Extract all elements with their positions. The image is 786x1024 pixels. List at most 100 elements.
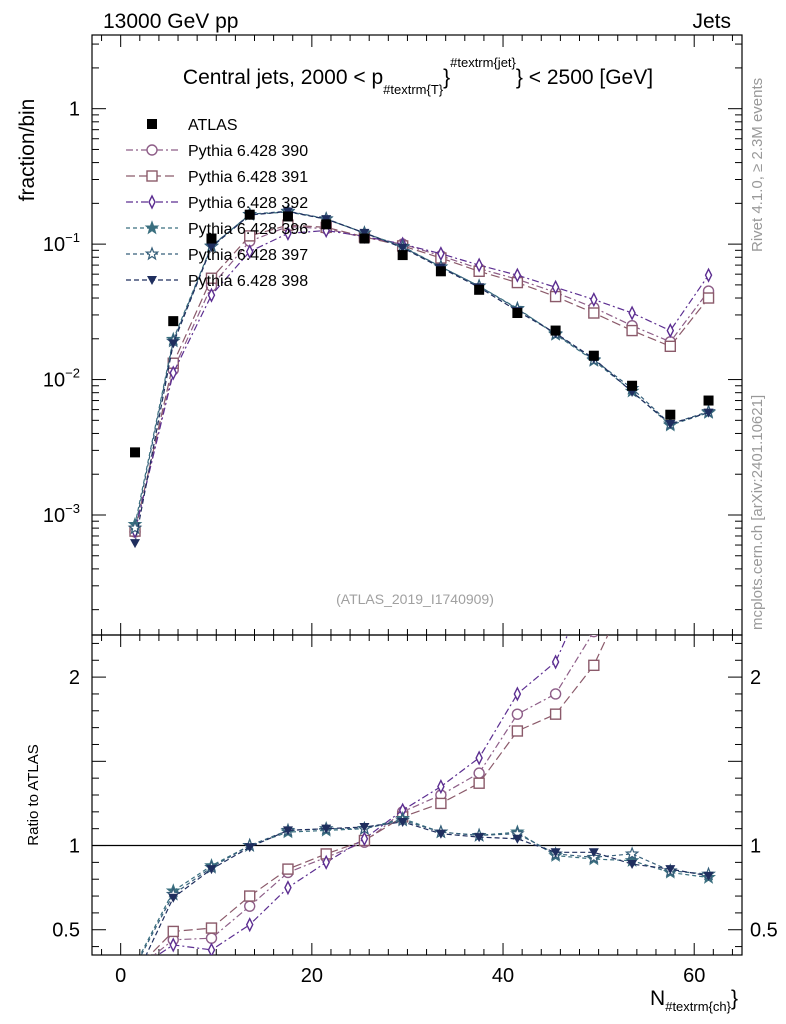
series-3-point (551, 279, 560, 295)
atlas-data-point (703, 395, 714, 406)
series-6-ratio-point (168, 893, 179, 903)
series-6-ratio-point (512, 834, 523, 844)
x-axis-label-main: N (650, 987, 665, 1010)
x-tick-label: 40 (492, 965, 514, 987)
ratio-axis-label: Ratio to ATLAS (25, 744, 42, 845)
series-2-ratio-point (549, 708, 562, 720)
ratio-tick-label-right: 0.5 (750, 920, 778, 942)
series-2-ratio-point (511, 725, 524, 737)
series-2-ratio-point (205, 922, 218, 934)
y-tick-label: 1 (69, 99, 80, 121)
series-1-line (134, 225, 709, 533)
series-6-line (134, 210, 709, 544)
series-3-point (169, 365, 178, 381)
legend-marker (147, 276, 157, 285)
atlas-data-point (512, 308, 523, 319)
series-6-ratio-point (397, 817, 408, 827)
legend-label: Pythia 6.428 391 (188, 169, 308, 186)
atlas-data-point (627, 380, 638, 391)
series-4-ratio-line (139, 817, 709, 955)
series-6-point (359, 228, 370, 238)
series-3-point (590, 291, 598, 308)
series-6-point (703, 408, 714, 418)
series-3-point (245, 244, 254, 260)
atlas-data-point (435, 266, 446, 277)
legend-entry: Pythia 6.428 398 (126, 273, 308, 290)
ratio-tick-label-right: 2 (750, 667, 761, 689)
chart-title: Central jets, 2000 < p#textrm{T}}#textrm… (183, 55, 653, 97)
ratio-plot-area: 0 20 40 60 0.5 0.5 1 1 2 2 (52, 634, 778, 987)
x-axis-label: N#textrm{ch}} (650, 987, 738, 1014)
series-2-point (205, 272, 218, 284)
series-6-ratio-point (703, 871, 714, 881)
series-1-ratio-point (511, 708, 524, 720)
legend-entry: Pythia 6.428 391 (126, 169, 308, 186)
atlas-data-point (206, 233, 217, 244)
series-6-point (206, 243, 217, 253)
series-3-ratio-point (360, 831, 369, 847)
series-5-ratio-point (624, 846, 640, 861)
series-2-ratio-point (244, 890, 256, 902)
series-1-ratio-point (205, 932, 218, 944)
series-6-point (130, 539, 141, 549)
header-right: Jets (692, 10, 731, 33)
legend-entry: Pythia 6.428 396 (126, 220, 308, 238)
series-3-point (666, 323, 675, 339)
legend-marker (147, 119, 157, 129)
y-axis-label: fraction/bin (16, 99, 39, 202)
series-3-point (207, 287, 216, 303)
series-6-ratio-point (244, 843, 255, 853)
series-6-point (397, 243, 408, 253)
ratio-series-group (139, 635, 716, 955)
y-tick-label: 10−2 (43, 366, 80, 392)
ratio-tick-label: 1 (69, 836, 80, 858)
series-6-ratio-point (282, 826, 293, 836)
series-6-ratio-point (474, 833, 485, 843)
side-label-top: Rivet 4.1.0, ≥ 2.3M events (749, 78, 766, 252)
legend-entry: ATLAS (147, 117, 238, 134)
x-tick-label: 0 (115, 965, 126, 987)
series-3-ratio-point (513, 686, 522, 702)
chart-title-sup: #textrm{jet} (450, 55, 516, 70)
main-series-group (127, 203, 716, 549)
x-axis-label-end: } (731, 987, 738, 1010)
main-plot-area: 1 10−1 10−2 10−3 (43, 34, 743, 955)
atlas-data-point (588, 350, 599, 361)
series-1-ratio-point (473, 767, 485, 779)
chart-title-mid: } (443, 66, 450, 89)
series-6-ratio-point (435, 829, 446, 839)
legend-label: Pythia 6.428 396 (188, 221, 308, 238)
analysis-tag: (ATLAS_2019_I1740909) (336, 591, 494, 607)
series-3-ratio-line (156, 635, 569, 955)
legend-marker (146, 170, 158, 182)
series-6-ratio-point (206, 865, 217, 875)
legend-entry: Pythia 6.428 392 (126, 194, 308, 212)
series-3-ratio-point (169, 937, 178, 953)
legend-entry: Pythia 6.428 397 (126, 246, 308, 264)
chart-title-end: } < 2500 [GeV] (516, 66, 653, 89)
series-6-ratio-point (588, 848, 599, 858)
series-3-ratio-point (475, 750, 483, 766)
series-2-point (588, 307, 600, 319)
series-3-point (513, 267, 522, 283)
atlas-data-point (359, 233, 370, 244)
chart-title-sub: #textrm{T} (383, 82, 444, 97)
series-3-point (284, 225, 292, 241)
legend-entry: Pythia 6.428 390 (126, 143, 308, 160)
atlas-data-point (130, 447, 141, 458)
legend-marker (146, 144, 158, 156)
series-6-ratio-point (321, 824, 332, 834)
header-left: 13000 GeV pp (103, 10, 238, 33)
series-1-ratio-point (244, 900, 256, 912)
series-6-ratio-point (665, 865, 676, 875)
legend: ATLAS Pythia 6.428 390 Pythia 6.428 391 Pyt… (126, 117, 308, 290)
legend-label: Pythia 6.428 398 (188, 273, 308, 290)
atlas-data-point (282, 211, 293, 222)
y-tick-label: 10−3 (43, 501, 80, 527)
x-tick-label: 20 (301, 965, 323, 987)
series-3-ratio-point (551, 654, 560, 670)
atlas-data-point (321, 219, 332, 230)
legend-label: Pythia 6.428 392 (188, 195, 308, 212)
series-3-point (704, 267, 713, 283)
ratio-tick-label: 0.5 (52, 920, 80, 942)
